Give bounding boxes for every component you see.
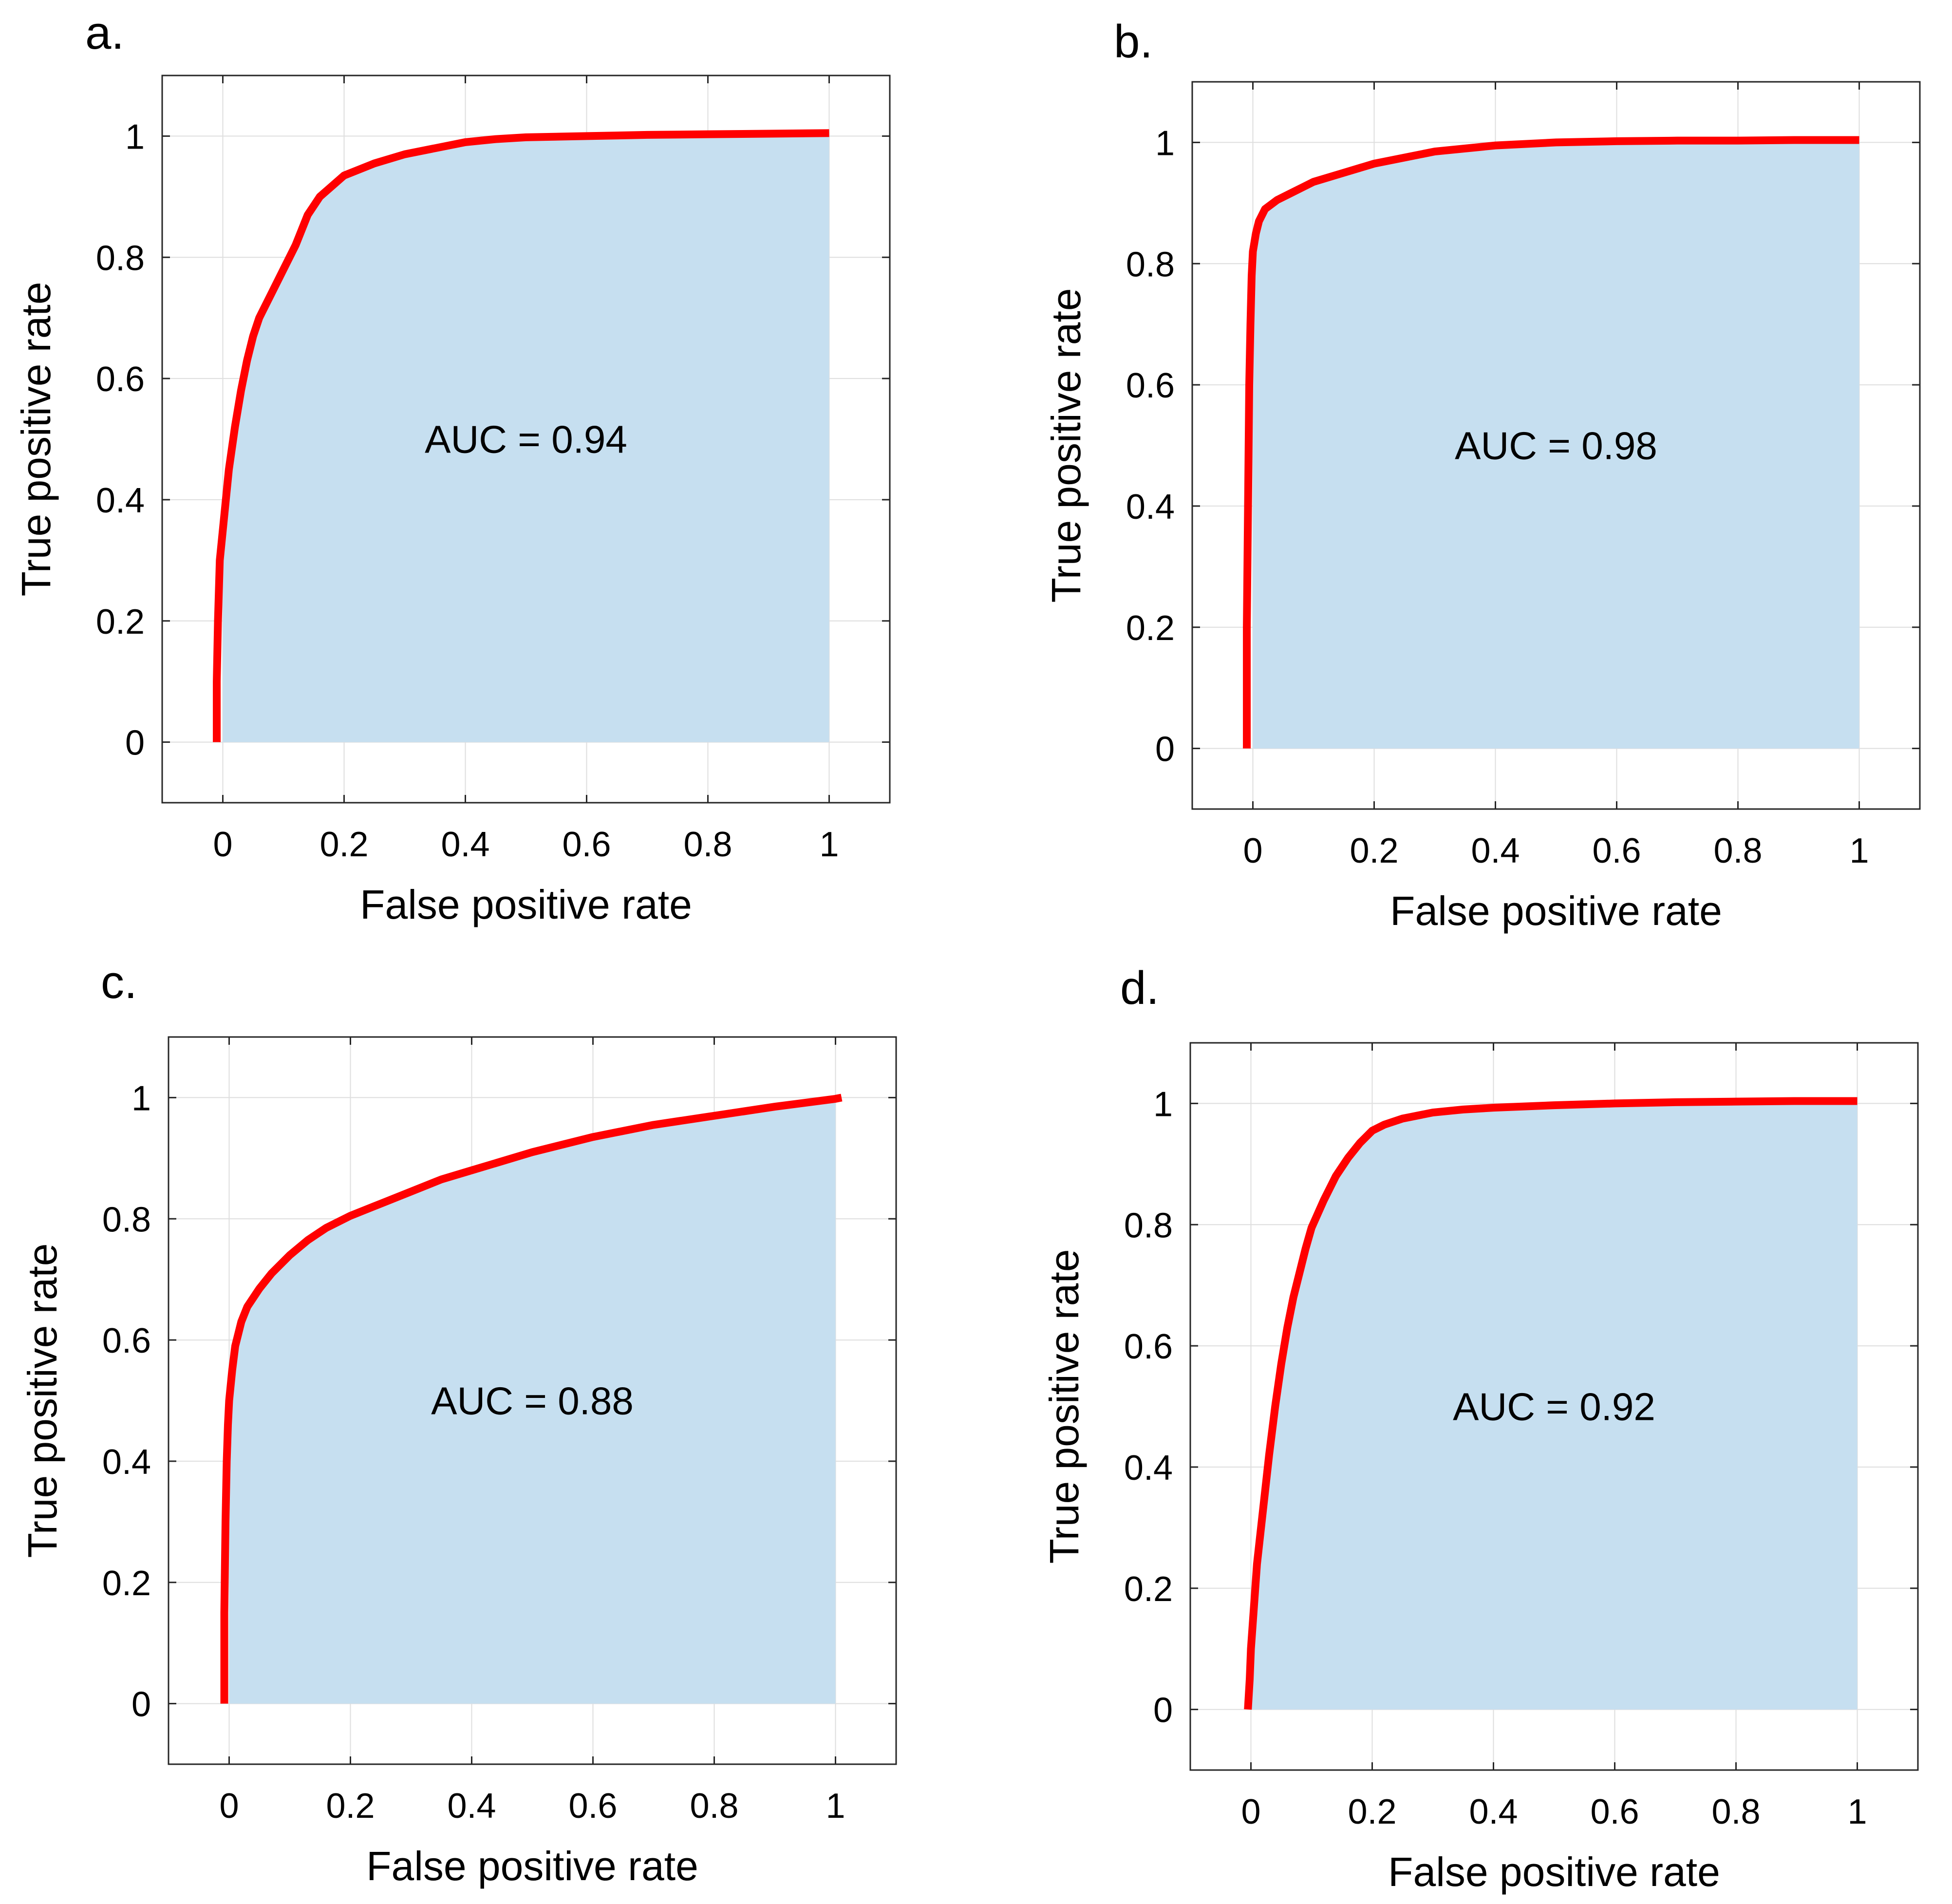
y-axis-label: True positive rate [1041, 1249, 1087, 1564]
x-tick-label: 0.6 [1592, 831, 1641, 870]
x-tick-label: 0 [213, 825, 232, 864]
x-tick-label: 1 [1849, 831, 1869, 870]
roc-chart-1: 0 0.2 0.4 0.6 0.8 1 0 0.2 0.4 0.6 0.8 1 False positi… [1043, 16, 1921, 934]
y-tick-label: 0.4 [1124, 1449, 1173, 1488]
auc-annotation: AUC = 0.98 [1455, 424, 1657, 468]
y-axis-label: True positive rate [13, 282, 59, 597]
x-tick-label: 0.2 [1350, 831, 1398, 870]
x-tick-label: 0.6 [562, 825, 611, 864]
x-tick-label: 0 [219, 1787, 239, 1826]
x-tick-label: 1 [819, 825, 839, 864]
roc-curve [1244, 1097, 1858, 1710]
panel-label: b. [1114, 16, 1153, 68]
y-axis-label: True positive rate [19, 1244, 65, 1558]
y-tick-label: 0.4 [96, 481, 145, 520]
y-tick-label: 1 [1155, 124, 1175, 163]
y-tick-label: 0.4 [1126, 488, 1175, 527]
y-tick-label: 0.2 [96, 603, 145, 641]
y-tick-label: 0.6 [96, 360, 145, 399]
x-tick-label: 1 [1847, 1792, 1867, 1831]
y-tick-label: 0.8 [1126, 245, 1175, 284]
y-tick-label: 0.6 [1124, 1327, 1173, 1366]
panel-b: 0 0.2 0.4 0.6 0.8 1 0 0.2 0.4 0.6 0.8 1 False positi… [976, 0, 1952, 952]
panel-label: a. [85, 7, 124, 59]
auc-area [1253, 140, 1859, 749]
x-axis-label: False positive rate [360, 882, 692, 927]
y-tick-label: 0.2 [1124, 1570, 1173, 1609]
auc-area [229, 1097, 842, 1704]
y-tick-label: 0 [1153, 1691, 1173, 1730]
panel-label: d. [1120, 962, 1159, 1014]
auc-area [1251, 1101, 1858, 1710]
x-tick-label: 0.8 [1713, 831, 1762, 870]
axes-box [1191, 81, 1921, 810]
roc-curve [1243, 136, 1859, 749]
panel-c: 0 0.2 0.4 0.6 0.8 1 0 0.2 0.4 0.6 0.8 1 False positi… [0, 952, 976, 1904]
x-tick-label: 0 [1241, 1792, 1260, 1831]
roc-chart-2: 0 0.2 0.4 0.6 0.8 1 0 0.2 0.4 0.6 0.8 1 False positi… [19, 956, 897, 1889]
panel-a: 0 0.2 0.4 0.6 0.8 1 0 0.2 0.4 0.6 0.8 1 False positi… [0, 0, 976, 952]
x-tick-label: 0.4 [447, 1787, 496, 1826]
axes-box [1189, 1042, 1919, 1771]
x-tick-label: 0.4 [441, 825, 489, 864]
panel-d: 0 0.2 0.4 0.6 0.8 1 0 0.2 0.4 0.6 0.8 1 False positi… [976, 952, 1952, 1904]
auc-annotation: AUC = 0.94 [425, 418, 627, 461]
panel-label: c. [101, 956, 137, 1008]
y-tick-label: 0.4 [102, 1443, 151, 1482]
axes-box [168, 1036, 897, 1765]
x-tick-label: 0.4 [1471, 831, 1520, 870]
y-tick-label: 0.8 [96, 239, 145, 278]
y-tick-label: 0.2 [1126, 609, 1175, 648]
x-axis-label: False positive rate [1388, 1849, 1720, 1895]
x-tick-label: 1 [826, 1787, 845, 1826]
y-tick-label: 0.6 [1126, 366, 1175, 405]
x-axis-label: False positive rate [1390, 888, 1722, 934]
x-tick-label: 0.6 [568, 1787, 617, 1826]
x-tick-label: 0.6 [1590, 1792, 1639, 1831]
axes-box [161, 75, 891, 804]
y-tick-label: 1 [131, 1079, 151, 1118]
auc-area [223, 133, 829, 742]
x-tick-label: 0.8 [690, 1787, 738, 1826]
x-tick-label: 0.4 [1469, 1792, 1518, 1831]
roc-chart-0: 0 0.2 0.4 0.6 0.8 1 0 0.2 0.4 0.6 0.8 1 False positi… [13, 7, 891, 927]
y-tick-label: 0.6 [102, 1321, 151, 1360]
y-tick-label: 0.2 [102, 1564, 151, 1603]
auc-annotation: AUC = 0.92 [1453, 1385, 1655, 1429]
y-tick-label: 0 [131, 1685, 151, 1724]
x-tick-label: 0.2 [319, 825, 368, 864]
roc-curve [213, 129, 829, 742]
y-tick-label: 0 [125, 724, 145, 763]
x-tick-label: 0.2 [326, 1787, 375, 1826]
y-tick-label: 0.8 [1124, 1206, 1173, 1245]
x-tick-label: 0.2 [1348, 1792, 1396, 1831]
y-tick-label: 0.8 [102, 1200, 151, 1239]
roc-curve [220, 1093, 843, 1704]
x-tick-label: 0.8 [1711, 1792, 1760, 1831]
y-tick-label: 1 [125, 117, 145, 156]
auc-annotation: AUC = 0.88 [431, 1379, 634, 1423]
x-tick-label: 0.8 [683, 825, 732, 864]
roc-chart-3: 0 0.2 0.4 0.6 0.8 1 0 0.2 0.4 0.6 0.8 1 False positi… [1041, 962, 1919, 1895]
x-axis-label: False positive rate [366, 1843, 698, 1889]
y-tick-label: 1 [1153, 1085, 1173, 1124]
x-tick-label: 0 [1243, 831, 1262, 870]
y-tick-label: 0 [1155, 730, 1175, 769]
y-axis-label: True positive rate [1043, 288, 1089, 603]
